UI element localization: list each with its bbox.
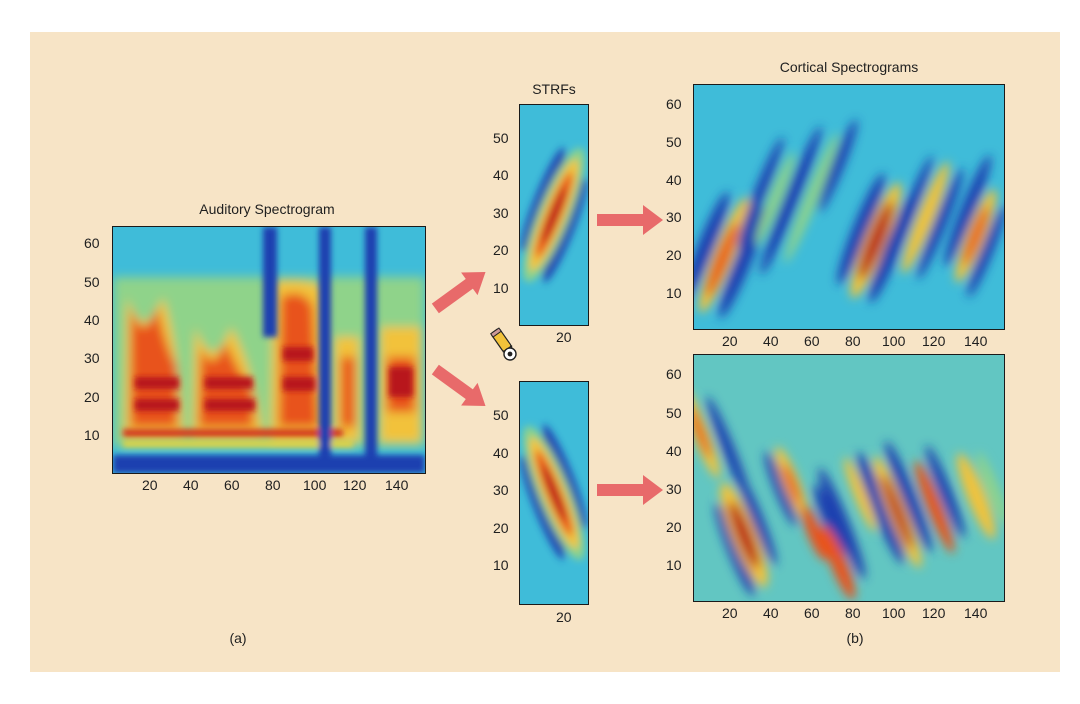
- strf-top-ytick: 50: [493, 130, 509, 146]
- cortical-bottom-xtick: 60: [804, 605, 820, 621]
- cortical-bottom-xtick: 100: [882, 605, 906, 621]
- cortical-top-xtick: 40: [763, 333, 779, 349]
- strfs-title: STRFs: [532, 81, 576, 97]
- auditory-xtick: 60: [224, 477, 240, 493]
- strf-top-ytick: 10: [493, 280, 509, 296]
- strf-top-ytick: 20: [493, 242, 509, 258]
- auditory-ytick: 20: [84, 389, 100, 405]
- cortical-bottom-ytick: 20: [666, 519, 682, 535]
- cortical-bottom-ytick: 50: [666, 405, 682, 421]
- auditory-xtick: 80: [265, 477, 281, 493]
- strf-top-plot: [519, 104, 589, 326]
- caption-b: (b): [846, 630, 864, 646]
- cortical-bottom-ytick: 30: [666, 481, 682, 497]
- strf-top-xtick: 20: [556, 329, 572, 345]
- auditory-ytick: 40: [84, 312, 100, 328]
- cortical-top-plot: [693, 84, 1005, 330]
- cortical-top-ytick: 50: [666, 134, 682, 150]
- cortical-top-xtick: 140: [964, 333, 988, 349]
- cortical-bottom-xtick: 20: [722, 605, 738, 621]
- cortical-top-ytick: 60: [666, 96, 682, 112]
- strf-bottom-ytick: 20: [493, 520, 509, 536]
- cortical-top-xtick: 100: [882, 333, 906, 349]
- auditory-spectrogram-title: Auditory Spectrogram: [199, 201, 335, 217]
- auditory-ytick: 60: [84, 235, 100, 251]
- cortical-top-xtick: 80: [845, 333, 861, 349]
- auditory-xtick: 40: [183, 477, 199, 493]
- cortical-bottom-xtick: 140: [964, 605, 988, 621]
- arrow-to-strf-top: [431, 272, 486, 314]
- caption-a: (a): [229, 630, 247, 646]
- cortical-bottom-xtick: 80: [845, 605, 861, 621]
- auditory-xtick: 100: [303, 477, 327, 493]
- arrow-to-strf-bottom: [431, 364, 486, 406]
- arrow-to-cortical-top: [597, 205, 663, 235]
- cortical-bottom-plot: [693, 354, 1005, 602]
- pencil-cursor-icon[interactable]: [486, 324, 522, 364]
- cortical-bottom-ytick: 60: [666, 366, 682, 382]
- auditory-ytick: 30: [84, 350, 100, 366]
- auditory-spectrogram-plot: [112, 226, 426, 474]
- strf-bottom-plot: [519, 381, 589, 605]
- cortical-bottom-xtick: 40: [763, 605, 779, 621]
- strf-bottom-ytick: 10: [493, 557, 509, 573]
- cortical-top-xtick: 120: [922, 333, 946, 349]
- cortical-top-xtick: 20: [722, 333, 738, 349]
- strf-top-ytick: 40: [493, 167, 509, 183]
- strf-bottom-ytick: 40: [493, 445, 509, 461]
- auditory-ytick: 50: [84, 274, 100, 290]
- cortical-top-ytick: 30: [666, 209, 682, 225]
- strf-bottom-xtick: 20: [556, 609, 572, 625]
- cortical-top-xtick: 60: [804, 333, 820, 349]
- auditory-xtick: 20: [142, 477, 158, 493]
- cortical-top-ytick: 10: [666, 285, 682, 301]
- strf-top-ytick: 30: [493, 205, 509, 221]
- auditory-xtick: 120: [343, 477, 367, 493]
- strf-bottom-ytick: 50: [493, 407, 509, 423]
- cortical-top-ytick: 40: [666, 172, 682, 188]
- strf-bottom-ytick: 30: [493, 482, 509, 498]
- cortical-bottom-ytick: 10: [666, 557, 682, 573]
- arrow-to-cortical-bottom: [597, 475, 663, 505]
- cortical-top-ytick: 20: [666, 247, 682, 263]
- cortical-bottom-ytick: 40: [666, 443, 682, 459]
- auditory-ytick: 10: [84, 427, 100, 443]
- auditory-xtick: 140: [385, 477, 409, 493]
- cortical-spectrograms-title: Cortical Spectrograms: [779, 59, 919, 75]
- cortical-bottom-xtick: 120: [922, 605, 946, 621]
